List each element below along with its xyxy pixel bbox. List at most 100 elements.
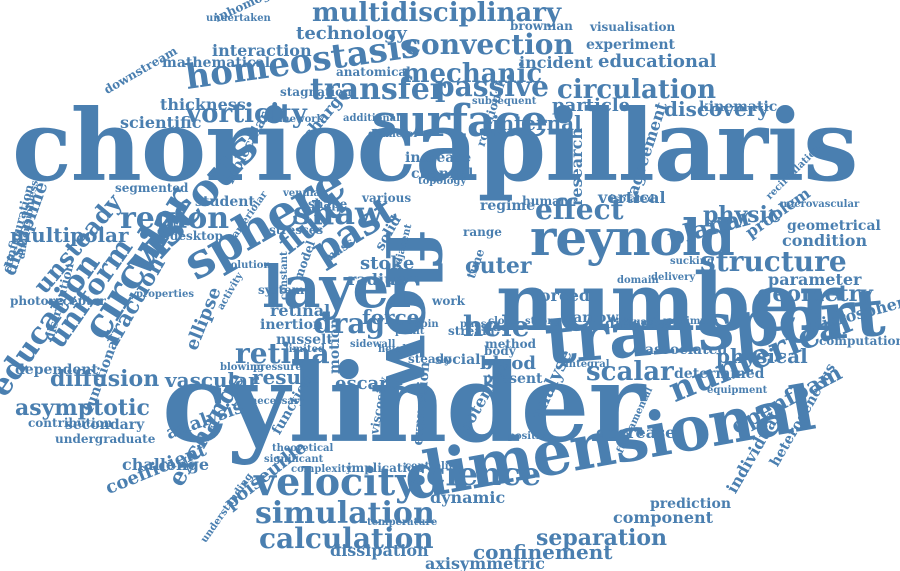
word-thickness: thickness (160, 95, 246, 114)
word-number: number (496, 255, 841, 349)
word-stagnation: stagnation (280, 85, 352, 99)
word-retinal: retinal (270, 301, 331, 320)
word-dependent: dependent (15, 362, 98, 378)
word-necessary: necessary (250, 396, 305, 407)
word-body: body (484, 344, 516, 358)
word-contribution: contribution (28, 416, 113, 430)
word-axisymmetric: axisymmetric (425, 554, 545, 571)
word-stream: stream (448, 324, 495, 338)
word-significant: significant (264, 454, 324, 465)
word-hele: hele (463, 310, 530, 343)
word-sidewall: sidewall (350, 339, 396, 350)
word-motion: motion (327, 318, 343, 374)
word-retina: retina (235, 337, 330, 370)
word-undertaken: undertaken (206, 13, 271, 24)
word-positive: positive (508, 431, 552, 442)
word-educational: educational (598, 51, 717, 72)
word-channel: channel (411, 166, 474, 182)
word-determined: determined (674, 366, 765, 382)
word-particle: particle (552, 95, 631, 116)
word-cylinder: cylinder (162, 341, 645, 467)
word-physic: physic (703, 202, 782, 228)
word-pressure: pressure (253, 362, 302, 373)
word-drag: drag (313, 307, 386, 340)
word-regime: regime (480, 198, 536, 214)
word-technology: technology (296, 23, 407, 44)
word-solution: solution (225, 260, 271, 271)
word-complexity: complexity (291, 464, 352, 475)
word-height: height (378, 344, 415, 355)
word-limited: limited (285, 344, 325, 355)
word-segmented: segmented (115, 181, 189, 195)
word-photoreceptor: photoreceptor (10, 294, 106, 308)
word-confinement: confinement (473, 540, 613, 564)
word-geometrical: geometrical (787, 218, 881, 234)
word-student: student (195, 194, 255, 210)
word-effect: effect (535, 193, 624, 226)
word-internal: internal (492, 111, 582, 135)
word-venular: venular (283, 188, 326, 199)
word-phase: phase (460, 319, 493, 330)
word-computational: computational (819, 334, 900, 348)
word-component: component (613, 508, 714, 527)
word-method: method (485, 337, 536, 351)
word-research: research (567, 128, 586, 206)
word-convection: convection (404, 28, 574, 61)
word-vascular: vascular (165, 368, 259, 392)
word-mechanic: mechanic (402, 59, 543, 89)
word-integral: integral (565, 359, 610, 370)
word-stresses: stresses (269, 223, 324, 237)
word-diameter: diameter (368, 129, 419, 140)
word-vorticity: vorticity (186, 99, 307, 129)
word-separation: separation (536, 525, 668, 551)
word-system: system (258, 283, 305, 297)
word-subsequent: subsequent (472, 96, 537, 107)
word-multidisciplinary: multidisciplinary (312, 0, 562, 28)
word-geometry: geometry (757, 281, 873, 307)
word-social: social (435, 352, 481, 368)
word-reynold: reynold (530, 208, 735, 267)
word-point: point (395, 326, 425, 337)
word-dissipation: dissipation (330, 541, 429, 560)
word-delivery: delivery (651, 272, 696, 283)
word-present: present (483, 371, 543, 387)
word-blowing: blowing (220, 362, 265, 373)
word-physical: physical (716, 344, 808, 368)
word-condition: condition (782, 231, 868, 250)
word-strong: strong (525, 316, 562, 327)
word-simulation: simulation (255, 496, 435, 531)
word-kinematic: kinematic (699, 99, 778, 115)
word-interaction: interaction (212, 41, 312, 60)
word-vertical: vertical (598, 188, 666, 207)
word-outer: outer (465, 253, 532, 279)
word-result: result (252, 365, 318, 389)
word-force: force (362, 305, 420, 329)
word-anatomical: anatomical (336, 65, 411, 79)
word-work: work (432, 294, 465, 308)
word-mathematical: mathematical (162, 55, 271, 71)
word-associated: associated (645, 342, 728, 358)
word-equipment: equipment (707, 385, 768, 396)
word-structure: structure (700, 245, 847, 278)
word-topology: topology (418, 176, 467, 187)
word-temperature: temperature (367, 517, 438, 528)
word-inertion: inertion (260, 317, 324, 333)
word-multipolar: multipolar (10, 223, 129, 247)
word-maximum: maximum (663, 316, 719, 327)
word-asymptotic: asymptotic (15, 395, 150, 421)
word-circulation: circulation (557, 75, 716, 105)
word-range: range (463, 225, 502, 239)
word-forced: forced (533, 286, 591, 305)
word-understanding: understanding (198, 471, 256, 545)
word-domain: domain (617, 275, 659, 286)
word-scalar: scalar (586, 357, 674, 387)
word-centreline: centreline (405, 461, 463, 472)
word-microvascular: microvascular (780, 199, 860, 210)
word-spin: spin (415, 319, 439, 330)
word-shape: shape (308, 197, 348, 211)
word-undergraduate: undergraduate (55, 432, 156, 446)
word-radius: radius (348, 270, 405, 289)
word-different: different (605, 316, 674, 332)
word-brownian: brownian (510, 19, 573, 33)
